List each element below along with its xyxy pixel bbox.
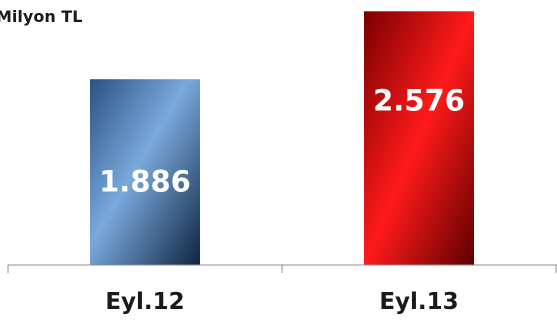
bar-value-label-1: 1.886 <box>99 164 191 198</box>
bar-1 <box>90 79 200 265</box>
bars-group: 1.886 2.576 <box>90 11 474 265</box>
bar-value-label-2: 2.576 <box>373 84 465 118</box>
category-label-2: Eyl.13 <box>379 289 458 315</box>
y-axis-unit-label: Milyon TL <box>0 7 82 26</box>
category-labels-group: Eyl.12 Eyl.13 <box>105 289 458 315</box>
bar-2 <box>364 11 474 265</box>
category-label-1: Eyl.12 <box>105 289 184 315</box>
